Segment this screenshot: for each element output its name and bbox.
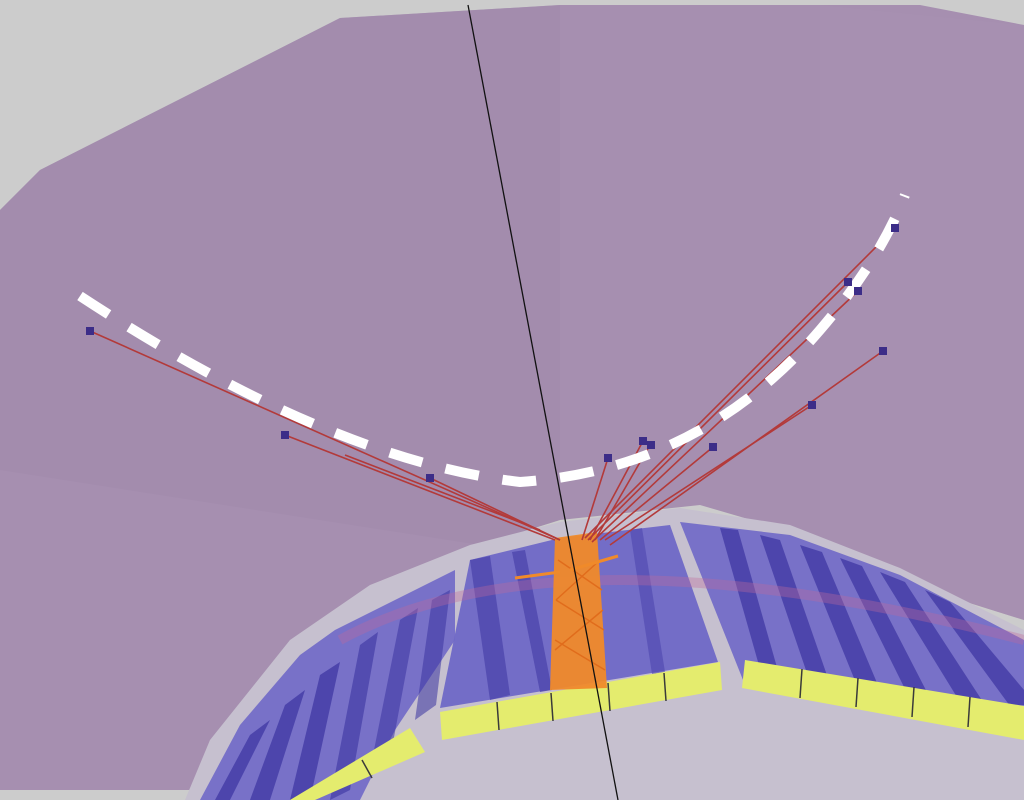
track-hit-marker	[879, 347, 887, 355]
track-hit-marker	[891, 224, 899, 232]
track-hit-marker	[854, 287, 862, 295]
track-hit-marker	[639, 437, 647, 445]
track-hit-marker	[844, 278, 852, 286]
track-hit-marker	[808, 401, 816, 409]
endcap-blocks	[290, 660, 1024, 800]
track-hit-marker	[709, 443, 717, 451]
beam-axis-line	[467, 4, 619, 800]
track-hit-marker	[604, 454, 612, 462]
endcap-block	[440, 662, 722, 740]
track-hit-marker	[647, 441, 655, 449]
muon-trajectory	[77, 193, 910, 488]
track-hit-marker	[86, 327, 94, 335]
track-hits	[86, 224, 899, 482]
outer-volume-facet	[820, 5, 1024, 620]
outer-volume-facet	[0, 5, 560, 545]
calorimeter-sector-right	[680, 522, 1024, 710]
track-hit-marker	[281, 431, 289, 439]
endcap-block	[290, 728, 425, 800]
calorimeter-sector-left	[200, 570, 455, 800]
calorimeter-trail	[337, 575, 1024, 645]
endcap-block	[742, 660, 1024, 740]
track-hit-marker	[426, 474, 434, 482]
jet-deposit	[514, 532, 619, 690]
